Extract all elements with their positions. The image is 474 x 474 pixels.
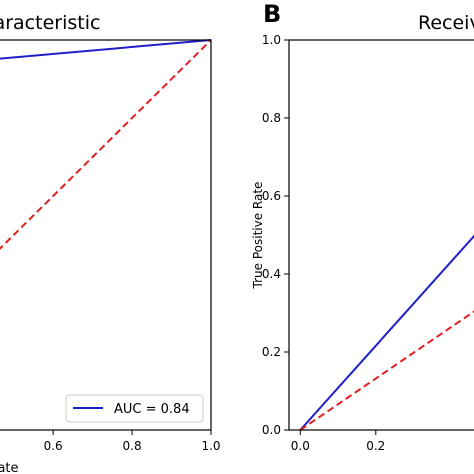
panel-b-y-ticks: 0.0 0.2 0.4 0.6 0.8 1.0	[262, 33, 289, 437]
x-tick-label: 0.6	[44, 439, 63, 453]
y-tick-label: 1.0	[262, 33, 281, 47]
panel-a-xlabel: ate	[0, 461, 19, 474]
legend-label: AUC = 0.84	[114, 402, 190, 417]
panel-a-legend: AUC = 0.84	[65, 394, 204, 423]
panel-b-plot-area	[299, 234, 474, 431]
y-tick-label: 0.6	[262, 189, 281, 203]
y-tick-label: 0.2	[262, 345, 281, 359]
panel-a-series-chance-line	[0, 39, 212, 250]
y-tick-label: 0.8	[262, 111, 281, 125]
x-tick-label: 1.0	[201, 439, 220, 453]
y-tick-label: 0.4	[262, 267, 281, 281]
panel-b-x-ticks: 0.0 0.2	[291, 430, 385, 453]
panel-b-title: Receiv	[418, 12, 474, 34]
x-tick-label: 0.2	[366, 439, 385, 453]
x-tick-label: 0.8	[123, 439, 142, 453]
panel-b-series-chance-line	[299, 310, 474, 431]
panel-a-series-roc-curve	[0, 39, 212, 60]
panel-a-axes-frame	[0, 39, 212, 431]
panel-a-x-ticks: 0.6 0.8 1.0	[44, 430, 221, 453]
x-tick-label: 0.0	[291, 439, 310, 453]
panel-b: B Receiv 0.0 0.2 0.4 0.6 0.8 1.0 0.0 0.2 True …	[251, 0, 474, 453]
legend-box	[65, 394, 204, 423]
panel-b-ylabel: True Positive Rate	[251, 182, 265, 290]
panel-a-plot-area	[0, 39, 212, 250]
panel-b-axes-frame	[288, 39, 474, 431]
panel-b-series-roc-curve	[299, 234, 474, 431]
panel-a-title: aracteristic	[0, 12, 100, 34]
panel-b-letter: B	[263, 0, 281, 28]
y-tick-label: 0.0	[262, 423, 281, 437]
panel-a: aracteristic 0.6 0.8 1.0 ate AUC = 0.84	[0, 12, 221, 474]
